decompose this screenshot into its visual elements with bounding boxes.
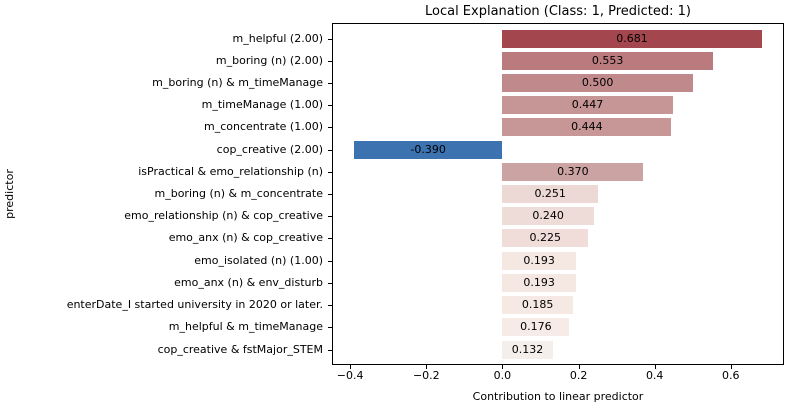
y-tick-mark	[328, 60, 332, 62]
x-axis-label: Contribution to linear predictor	[472, 390, 644, 403]
y-tick-mark	[328, 105, 332, 107]
x-tick-label: 0.4	[645, 369, 664, 382]
bar-value-label: 0.681	[616, 31, 648, 45]
y-tick-mark	[328, 149, 332, 151]
bar-value-label: 0.447	[571, 98, 604, 112]
y-tick-label: m_boring (n) & m_timeManage	[152, 75, 323, 89]
bar-value-label: 0.193	[523, 253, 555, 267]
bar	[353, 140, 503, 159]
chart-title: Local Explanation (Class: 1, Predicted: …	[424, 4, 691, 19]
y-tick-label: isPractical & emo_relationship (n)	[138, 164, 323, 178]
bar	[502, 207, 594, 226]
plot-area: 0.681 0.553 0.500 0.447 0.444 -0.390 0.370 0.25…	[332, 23, 784, 365]
x-tick-label: 0.2	[569, 369, 588, 382]
bar	[502, 51, 713, 70]
bar	[502, 340, 553, 359]
x-tick-label: 0.0	[493, 369, 512, 382]
y-tick-mark	[328, 216, 332, 218]
y-tick-mark	[328, 327, 332, 329]
x-tick-mark	[502, 365, 504, 369]
x-tick-label: 0.6	[722, 369, 740, 382]
y-tick-label: m_boring (n) & m_concentrate	[154, 187, 324, 200]
x-tick-label: −0.2	[412, 369, 440, 382]
y-tick-label: emo_anx (n) & cop_creative	[168, 231, 323, 245]
x-tick-mark	[578, 365, 580, 369]
x-tick-mark	[730, 365, 732, 369]
y-tick-label: m_helpful (2.00)	[232, 31, 323, 45]
y-tick-mark	[328, 171, 332, 173]
y-tick-label: m_timeManage (1.00)	[201, 98, 323, 112]
bar	[502, 318, 570, 337]
y-tick-mark	[328, 305, 332, 307]
bar-value-label: -0.390	[410, 142, 446, 156]
bar-value-label: 0.176	[520, 320, 552, 334]
y-tick-mark	[328, 38, 332, 40]
bar-value-label: 0.370	[557, 164, 589, 178]
bar	[502, 96, 673, 115]
bar-value-label: 0.553	[591, 53, 624, 67]
x-tick-label: −0.4	[336, 369, 364, 382]
x-tick-mark	[654, 365, 656, 369]
bar	[502, 296, 573, 315]
y-tick-mark	[328, 282, 332, 284]
bar-value-label: 0.251	[534, 187, 566, 200]
bar	[502, 185, 598, 203]
bar	[502, 162, 644, 181]
y-tick-mark	[328, 127, 332, 129]
bar-value-label: 0.185	[521, 298, 554, 312]
y-tick-mark	[328, 194, 332, 195]
y-tick-mark	[328, 260, 332, 262]
bar-value-label: 0.500	[581, 75, 614, 89]
x-tick-mark	[350, 365, 352, 369]
y-tick-label: emo_relationship (n) & cop_creative	[124, 209, 323, 223]
bar	[502, 29, 762, 48]
bar-value-label: 0.193	[523, 275, 555, 289]
y-tick-label: enterDate_I started university in 2020 o…	[66, 298, 323, 312]
y-tick-label: emo_isolated (n) (1.00)	[194, 253, 323, 267]
y-tick-mark	[328, 238, 332, 240]
bar-value-label: 0.132	[511, 342, 544, 356]
y-tick-label: emo_anx (n) & env_disturb	[174, 275, 323, 289]
bar	[502, 273, 576, 292]
bar	[502, 251, 576, 270]
bar-value-label: 0.240	[532, 209, 564, 223]
y-tick-label: m_concentrate (1.00)	[204, 120, 323, 134]
y-tick-label: m_boring (n) (2.00)	[215, 53, 323, 67]
bar-value-label: 0.444	[571, 120, 603, 134]
y-tick-mark	[328, 349, 332, 351]
y-tick-label: cop_creative (2.00)	[216, 142, 323, 156]
bar	[502, 73, 693, 92]
bar-value-label: 0.225	[529, 231, 561, 245]
x-tick-mark	[426, 365, 428, 369]
bar	[502, 118, 672, 137]
y-tick-label: m_helpful & m_timeManage	[168, 320, 323, 334]
y-tick-mark	[328, 82, 332, 84]
y-tick-label: cop_creative & fstMajor_STEM	[157, 342, 323, 356]
bar	[502, 229, 589, 248]
